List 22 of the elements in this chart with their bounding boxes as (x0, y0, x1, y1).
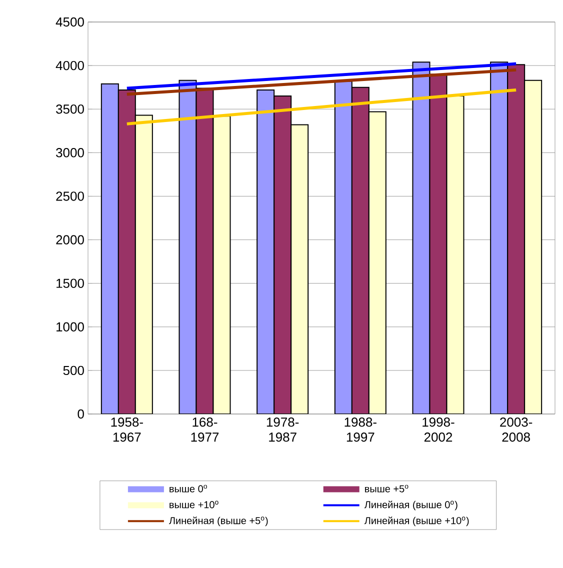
x-tick-label: 1978-1987 (266, 418, 299, 442)
x-tick-label: 168-1977 (191, 418, 219, 442)
y-tick-label: 3000 (56, 148, 84, 158)
y-tick-label: 4000 (56, 60, 84, 70)
y-tick-label: 1000 (56, 322, 84, 332)
legend-label: выше +5$^{o}$ (365, 484, 408, 492)
x-tick-label: 1988-1997 (344, 418, 376, 442)
legend-label: выше 0$^{o}$ (170, 484, 207, 492)
legend-label: Линейная (выше +10$^{o}$) (364, 516, 469, 526)
y-tick-label: 2500 (56, 192, 84, 201)
y-tick-label: 2000 (56, 235, 84, 244)
legend-label: выше +10$^{o}$ (170, 500, 218, 508)
y-tick-label: 4500 (56, 17, 84, 27)
y-tick-label: 500 (63, 366, 84, 376)
legend-label: Линейная (выше +5$^{o}$) (169, 516, 268, 526)
x-tick-label: 2003-2008 (500, 418, 532, 442)
legend-label: Линейная (выше 0$^{o}$) (364, 500, 458, 510)
y-tick-label: 1500 (56, 278, 84, 288)
y-tick-label: 3500 (56, 104, 84, 114)
x-tick-label: 1958-1967 (111, 418, 143, 442)
y-tick-label: 0 (78, 409, 84, 419)
x-tick-label: 1998-2002 (422, 418, 454, 442)
